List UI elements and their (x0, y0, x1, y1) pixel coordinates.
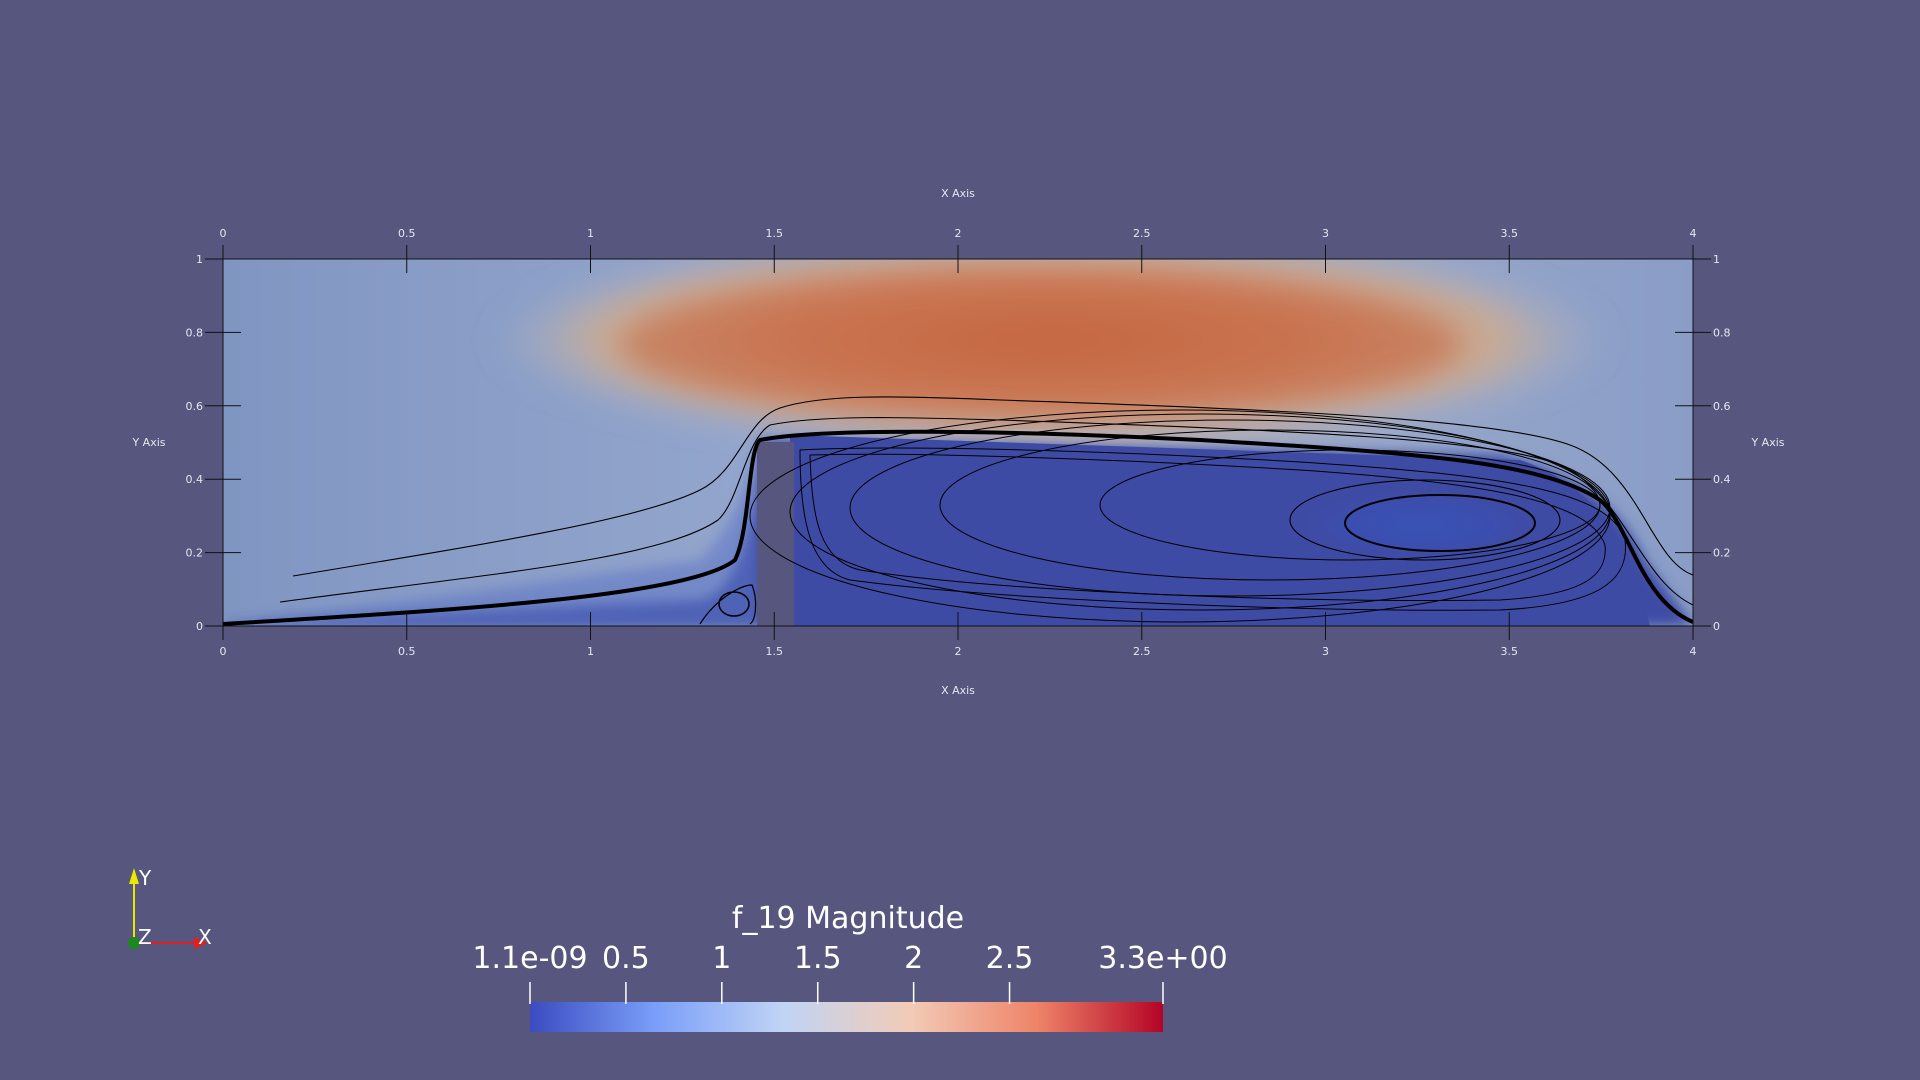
x-tick-label: 3 (1322, 227, 1329, 240)
x-tick-label: 4 (1690, 227, 1697, 240)
y-tick-label: 0 (196, 620, 203, 633)
color-bar-tick-label: 1 (712, 941, 731, 976)
y-tick-label: 0.4 (1713, 473, 1731, 486)
orientation-x-arrow (194, 937, 208, 949)
obstacle-block (757, 442, 794, 626)
color-bar-tick-label: 1.5 (794, 941, 842, 976)
y-axis-title-right: Y Axis (1750, 436, 1784, 449)
x-tick-label: 0.5 (398, 227, 416, 240)
orientation-x-label: X (198, 925, 212, 949)
x-tick-label: 4 (1690, 645, 1697, 658)
color-bar-title: f_19 Magnitude (732, 901, 964, 936)
orientation-z-dot (128, 937, 140, 949)
y-axis-title-left: Y Axis (131, 436, 165, 449)
y-tick-label: 1 (196, 253, 203, 266)
color-bar-tick-label: 0.5 (602, 941, 650, 976)
x-tick-label: 0 (220, 645, 227, 658)
x-axis-title-bottom: X Axis (941, 684, 975, 697)
x-tick-label: 3.5 (1501, 645, 1519, 658)
color-bar: f_19 Magnitude 1.1e-09 0.5 1 1.5 2 2.5 3.3e+00 (472, 901, 1228, 1032)
x-tick-label: 2.5 (1133, 227, 1151, 240)
x-tick-label: 2 (955, 645, 962, 658)
y-tick-label: 0.6 (1713, 400, 1731, 413)
y-tick-label: 0 (1713, 620, 1720, 633)
orientation-y-label: Y (138, 866, 152, 890)
y-tick-label: 0.2 (186, 547, 204, 560)
y-tick-label: 0.8 (1713, 326, 1731, 339)
y-tick-label: 1 (1713, 253, 1720, 266)
x-tick-label: 1.5 (766, 227, 784, 240)
orientation-axes[interactable]: Y Z X (128, 866, 212, 949)
x-tick-label: 1 (587, 645, 594, 658)
color-bar-tick-label: 2 (904, 941, 923, 976)
y-tick-label: 0.8 (186, 326, 204, 339)
x-tick-label: 3 (1322, 645, 1329, 658)
x-tick-label: 1.5 (766, 645, 784, 658)
x-tick-label: 3.5 (1501, 227, 1519, 240)
x-tick-label: 2.5 (1133, 645, 1151, 658)
color-bar-tick-label: 2.5 (986, 941, 1034, 976)
x-tick-label: 1 (587, 227, 594, 240)
x-tick-label: 2 (955, 227, 962, 240)
x-tick-label: 0.5 (398, 645, 416, 658)
x-axis-title-top: X Axis (941, 187, 975, 200)
color-bar-max-label: 3.3e+00 (1098, 941, 1227, 976)
flow-field (223, 259, 1693, 626)
color-bar-min-label: 1.1e-09 (472, 941, 587, 976)
y-tick-label: 0.2 (1713, 547, 1731, 560)
streamlines (223, 396, 1693, 626)
x-tick-label: 0 (220, 227, 227, 240)
y-tick-label: 0.6 (186, 400, 204, 413)
y-tick-label: 0.4 (186, 473, 204, 486)
color-bar-gradient (530, 1002, 1163, 1032)
orientation-y-arrow (129, 868, 139, 884)
orientation-z-label: Z (138, 925, 152, 949)
axes-grid: 0 0 0.5 0.5 1 1 1.5 1.5 2 2 2.5 2.5 3 3 3.5 3.5 4 4 0 0 0.2 0… (131, 187, 1784, 697)
